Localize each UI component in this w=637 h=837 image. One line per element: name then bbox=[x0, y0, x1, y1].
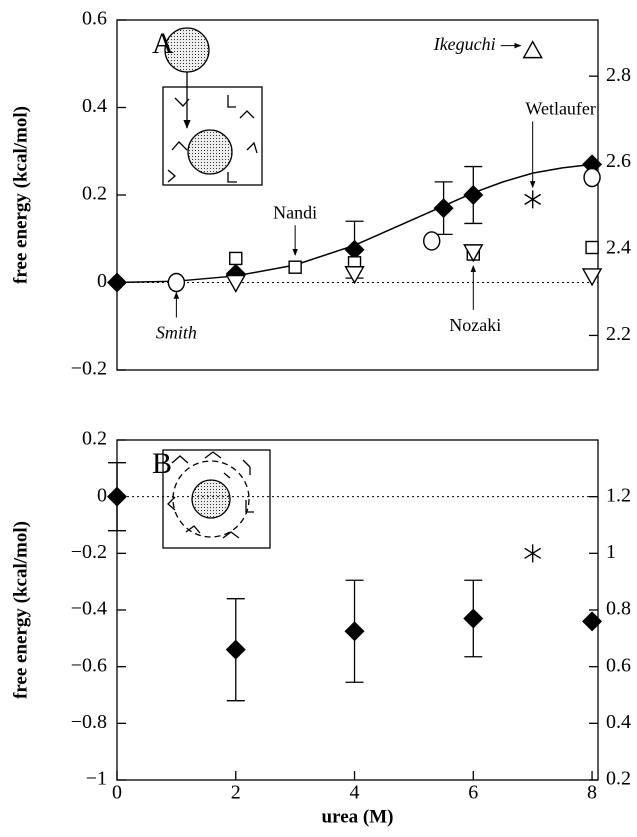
annotation-label: Wetlaufer bbox=[525, 99, 596, 119]
diamond-marker bbox=[344, 239, 365, 260]
triangle-down-marker bbox=[581, 268, 603, 287]
triangle-down-marker bbox=[225, 274, 246, 293]
asterisk-marker bbox=[524, 190, 542, 209]
diamond-marker bbox=[344, 621, 365, 642]
triangle-up-marker bbox=[522, 40, 543, 59]
annotation-label: Ikeguchi bbox=[433, 34, 496, 54]
y2-tick-label: 0.4 bbox=[606, 711, 631, 733]
y-tick-label: −0.6 bbox=[71, 654, 107, 676]
panel-label: B bbox=[152, 447, 172, 480]
annotation-label: Nandi bbox=[273, 202, 317, 222]
circle-marker bbox=[423, 231, 441, 251]
y-tick-label: 0.6 bbox=[82, 8, 107, 30]
diamond-marker bbox=[107, 486, 127, 507]
x-tick-label: 2 bbox=[231, 782, 241, 804]
annotation-label: Smith bbox=[156, 323, 197, 343]
y2-tick-label: 2.8 bbox=[606, 64, 631, 86]
triangle-down-marker bbox=[463, 244, 484, 263]
square-marker bbox=[585, 240, 599, 255]
square-marker bbox=[229, 251, 243, 266]
y2-tick-label: 2.2 bbox=[606, 323, 631, 345]
x-tick-label: 0 bbox=[112, 782, 122, 804]
diamond-marker bbox=[107, 272, 127, 293]
x-axis-label: urea (M) bbox=[322, 806, 394, 827]
diamond-marker bbox=[225, 639, 246, 660]
panel-label: A bbox=[152, 27, 174, 60]
y-tick-label: 0 bbox=[97, 270, 107, 292]
y-axis-label: free energy (kcal/mol) bbox=[10, 106, 31, 284]
y2-tick-label: 1 bbox=[606, 541, 616, 563]
circle-marker bbox=[583, 167, 601, 188]
diamond-marker bbox=[582, 154, 603, 175]
x-tick-label: 6 bbox=[468, 782, 478, 804]
y2-tick-label: 2.4 bbox=[606, 237, 631, 259]
y-tick-label: −0.2 bbox=[71, 541, 107, 563]
circle-marker bbox=[167, 272, 186, 293]
diamond-marker bbox=[582, 611, 603, 632]
diamond-marker bbox=[463, 608, 484, 629]
diamond-marker bbox=[463, 185, 484, 205]
triangle-down-marker bbox=[344, 266, 365, 285]
y-tick-label: 0.2 bbox=[82, 183, 107, 205]
x-tick-label: 4 bbox=[350, 782, 360, 804]
diamond-marker bbox=[433, 198, 454, 219]
x-tick-label: 8 bbox=[587, 782, 597, 804]
y2-tick-label: 2.6 bbox=[606, 150, 631, 172]
y2-tick-label: 1.2 bbox=[606, 484, 631, 506]
inset-b bbox=[162, 449, 271, 549]
y2-tick-label: 0.6 bbox=[606, 654, 631, 676]
y-tick-label: −1 bbox=[86, 768, 107, 790]
y2-tick-label: 0.2 bbox=[606, 768, 631, 790]
square-marker bbox=[288, 260, 302, 274]
annotation-label: Nozaki bbox=[449, 315, 501, 335]
y-tick-label: 0.4 bbox=[82, 95, 107, 117]
y-tick-label: 0 bbox=[97, 484, 107, 506]
y-tick-label: −0.2 bbox=[71, 358, 107, 380]
y-tick-label: 0.2 bbox=[82, 428, 107, 450]
y-tick-label: −0.4 bbox=[71, 598, 107, 620]
y-axis-label: free energy (kcal/mol) bbox=[10, 521, 31, 699]
y-tick-label: −0.8 bbox=[71, 711, 107, 733]
asterisk-marker bbox=[524, 544, 542, 563]
y2-tick-label: 0.8 bbox=[606, 598, 631, 620]
inset-a bbox=[162, 27, 263, 186]
